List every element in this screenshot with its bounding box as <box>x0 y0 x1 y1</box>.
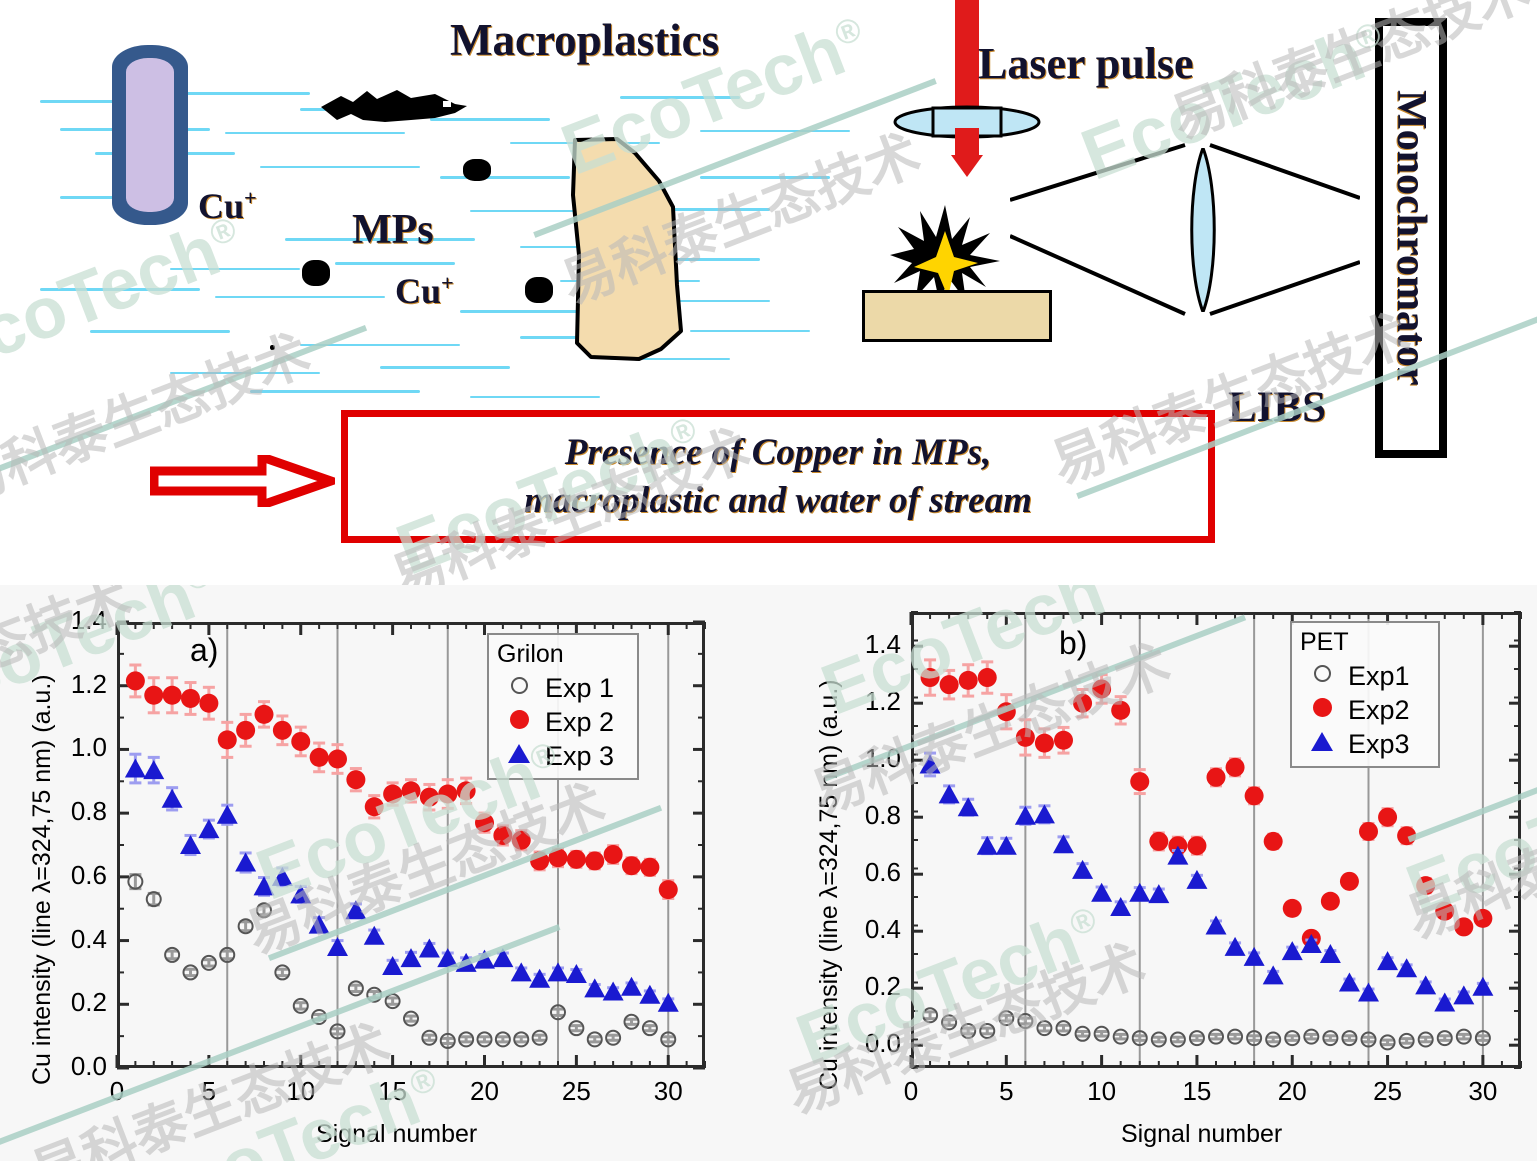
collection-lens-icon <box>1190 148 1216 312</box>
ytick-label: 0.0 <box>864 1028 901 1059</box>
red-arrow-icon <box>150 455 335 507</box>
ytick-label: 0.6 <box>864 857 901 888</box>
macroplastic-fragment-shape <box>571 137 683 361</box>
ytick-label: 1.4 <box>70 605 107 635</box>
xtick-label: 0 <box>109 1076 125 1106</box>
charts-panel: Cu intensity (line λ=324,75 nm) (a.u.) a… <box>0 585 1537 1161</box>
legend-item-exp2[interactable]: Exp2 <box>1300 693 1428 727</box>
legend-title: PET <box>1300 628 1349 656</box>
filter-membrane-core <box>126 58 174 212</box>
xtick-label: 20 <box>470 1076 499 1106</box>
xtick-label: 30 <box>1468 1076 1498 1106</box>
ytick-label: 0.8 <box>864 800 901 831</box>
legend-item-exp1[interactable]: Exp1 <box>1300 659 1428 693</box>
laser-pulse-label: Laser pulse <box>978 39 1194 88</box>
conclusion-line-2: macroplastic and water of stream <box>524 479 1032 521</box>
xtick-label: 5 <box>999 1076 1014 1106</box>
legend-label: Exp1 <box>1348 660 1410 691</box>
ytick-label: 1.4 <box>864 629 901 660</box>
chart-a-panel-tag: a) <box>190 632 219 668</box>
monochromator-label: Monochromator <box>1388 90 1434 386</box>
laser-arrow-icon <box>951 155 983 177</box>
legend-title: Grilon <box>497 640 564 668</box>
xtick-label: 25 <box>561 1076 591 1106</box>
ytick-label: 1.0 <box>864 743 901 774</box>
laser-beam-lower <box>955 128 979 158</box>
xtick-label: 25 <box>1373 1076 1403 1106</box>
sample-block <box>862 290 1052 342</box>
xtick-label: 30 <box>653 1076 683 1106</box>
filled-circle-icon <box>1300 698 1344 722</box>
microplastic-particle <box>525 277 553 303</box>
fish-icon <box>321 90 467 122</box>
graphical-abstract-panel: Macroplastics MPs Cu+ Cu+ Monochromator … <box>0 0 1537 585</box>
mps-label: MPs <box>352 207 434 253</box>
legend-label: Exp 2 <box>545 706 615 737</box>
chart-a-canvas <box>115 620 706 1070</box>
laser-beam <box>955 0 979 118</box>
chart-a-legend[interactable]: Grilon Exp 1 Exp 2 Exp 3 <box>487 633 639 780</box>
microplastic-particle <box>463 159 491 181</box>
ytick-label: 0.4 <box>70 923 107 954</box>
filled-triangle-icon <box>1300 732 1344 756</box>
legend-item-exp2[interactable]: Exp 2 <box>497 705 627 739</box>
legend-label: Exp 1 <box>545 672 615 703</box>
xtick-label: 15 <box>1182 1076 1212 1106</box>
xtick-label: 5 <box>201 1076 217 1106</box>
filled-triangle-icon <box>497 744 541 768</box>
plasma-burst-icon <box>890 205 1000 305</box>
emission-ray-lines <box>1010 143 1360 316</box>
legend-item-exp3[interactable]: Exp3 <box>1300 727 1428 761</box>
open-circle-icon <box>497 677 541 699</box>
legend-label: Exp3 <box>1348 728 1410 759</box>
ytick-label: 1.2 <box>864 686 901 717</box>
cu-ion-label-2: Cu+ <box>395 270 454 311</box>
monochromator-label-wrap: Monochromator <box>1375 18 1447 458</box>
ytick-label: 0.2 <box>864 971 901 1002</box>
xtick-label: 20 <box>1277 1076 1307 1106</box>
xtick-label: 0 <box>903 1076 919 1106</box>
open-circle-icon <box>1300 665 1344 687</box>
cu-ion-label-1: Cu+ <box>198 185 257 226</box>
legend-item-exp3[interactable]: Exp 3 <box>497 739 627 773</box>
chart-a-grilon: Cu intensity (line λ=324,75 nm) (a.u.) a… <box>0 585 768 1161</box>
filled-circle-icon <box>497 710 541 734</box>
ytick-label: 1.2 <box>70 668 107 699</box>
ytick-label: 0.6 <box>70 859 107 890</box>
legend-label: Exp2 <box>1348 694 1410 725</box>
conclusion-line-1: Presence of Copper in MPs, <box>564 432 992 474</box>
ytick-label: 0.2 <box>70 987 107 1018</box>
conclusion-callout: Presence of Copper in MPs, macroplastic … <box>341 410 1215 543</box>
legend-item-exp1[interactable]: Exp 1 <box>497 671 627 705</box>
libs-label: LIBS <box>1228 384 1327 431</box>
macroplastics-title: Macroplastics <box>450 15 720 65</box>
chart-a-xlabel: Signal number <box>316 1120 478 1148</box>
chart-b-pet: Cu intensity (line λ=324,75 nm) (a.u.) b… <box>769 585 1537 1161</box>
ytick-label: 0.8 <box>70 796 107 827</box>
microplastic-particle <box>270 345 275 350</box>
chart-b-xlabel: Signal number <box>1121 1120 1283 1148</box>
microplastic-particle <box>302 260 330 286</box>
xtick-label: 10 <box>1087 1076 1117 1106</box>
ytick-label: 1.0 <box>70 732 107 763</box>
chart-b-legend[interactable]: PET Exp1 Exp2 Exp3 <box>1290 621 1440 768</box>
xtick-label: 10 <box>286 1076 316 1106</box>
xtick-label: 15 <box>378 1076 408 1106</box>
legend-label: Exp 3 <box>545 740 615 771</box>
ytick-label: 0.4 <box>864 914 901 945</box>
